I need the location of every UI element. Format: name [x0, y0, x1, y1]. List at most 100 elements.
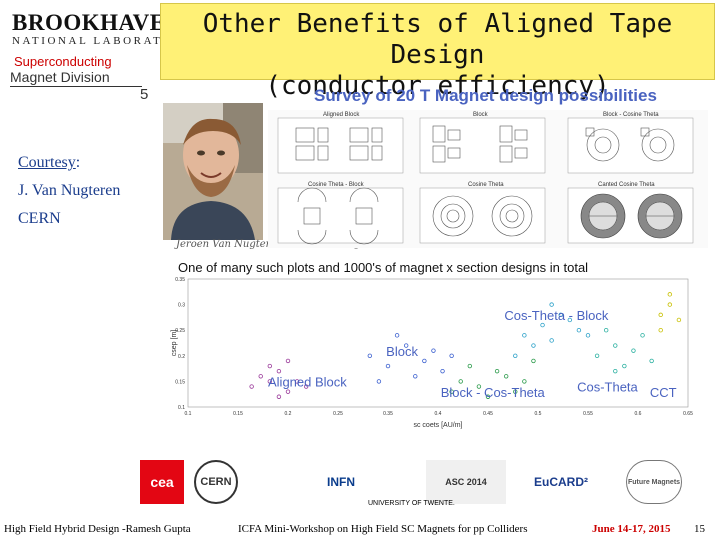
courtesy-name: J. Van Nugteren	[18, 182, 121, 199]
y-tick-label: 0.2	[178, 354, 185, 360]
y-tick-label: 0.15	[175, 379, 185, 385]
data-point	[513, 353, 518, 358]
annotation-label: Cos-Theta	[577, 380, 638, 395]
data-point	[594, 353, 600, 358]
annotation-label: Cos-Theta - Block	[504, 308, 609, 323]
data-point	[667, 292, 673, 297]
data-point	[449, 389, 454, 394]
panel-title-1: Aligned Block	[323, 112, 360, 118]
logo-asc: ASC 2014	[426, 460, 506, 504]
data-point	[585, 333, 591, 338]
data-point	[522, 379, 527, 384]
logo-twente: UNIVERSITY OF TWENTE.	[368, 500, 455, 507]
footer-author: High Field Hybrid Design -Ramesh Gupta	[4, 523, 191, 535]
footer-page-number: 15	[694, 523, 705, 535]
data-point	[485, 394, 491, 399]
logo-cea: cea	[140, 460, 184, 504]
data-point	[394, 333, 400, 338]
panel-title-5: Cosine Theta	[468, 182, 504, 188]
data-point	[376, 379, 382, 384]
panel-title-6: Canted Cosine Theta	[598, 182, 655, 188]
data-point	[549, 338, 554, 343]
data-point	[467, 363, 473, 369]
title-line-2: (conductor efficiency)	[265, 71, 610, 101]
x-axis-label: sc coets [AU/m]	[413, 422, 462, 429]
panel-title-2: Block	[473, 112, 489, 118]
slide-title: Other Benefits of Aligned Tape Design (c…	[160, 9, 715, 102]
y-tick-label: 0.1	[178, 405, 185, 411]
data-point	[658, 327, 663, 333]
data-point	[667, 302, 673, 307]
x-tick-label: 0.25	[333, 411, 343, 417]
data-point	[640, 333, 645, 338]
logo-infn: INFN	[327, 475, 355, 489]
data-point	[658, 312, 663, 318]
data-point	[622, 363, 627, 369]
sponsor-logos: cea CERN INFN ASC 2014 EuCARD² Future Ma…	[136, 460, 696, 510]
annotation-label: Block	[386, 344, 418, 359]
annotation-label: Aligned Block	[268, 375, 347, 390]
data-point	[303, 384, 309, 389]
data-point	[249, 384, 254, 389]
data-point	[403, 343, 409, 348]
annotation-label: Block - Cos-Theta	[441, 385, 546, 400]
data-point	[531, 358, 536, 364]
x-tick-label: 0.35	[383, 411, 393, 417]
x-tick-label: 0.55	[583, 411, 593, 417]
data-point	[422, 358, 427, 364]
data-point	[367, 353, 373, 358]
data-point	[258, 374, 263, 379]
data-point	[476, 384, 482, 389]
data-point	[603, 327, 609, 333]
data-point	[267, 379, 273, 384]
data-point	[676, 317, 682, 323]
courtesy-block: Courtesy: J. Van Nugteren CERN	[18, 149, 120, 233]
logo-cern: CERN	[194, 460, 238, 504]
title-line-1: Other Benefits of Aligned Tape Design	[202, 9, 673, 70]
x-tick-label: 0.45	[483, 411, 493, 417]
data-point	[285, 389, 291, 394]
courtesy-label: Courtesy	[18, 154, 76, 171]
logo-spacer	[506, 460, 512, 504]
data-point	[613, 343, 618, 348]
data-point	[631, 348, 636, 353]
survey-heading: Survey of 20 T Magnet design possibiliti…	[314, 86, 657, 105]
x-tick-label: 0.5	[535, 411, 542, 417]
courtesy-colon: :	[75, 154, 81, 171]
panel-title-4: Cosine Theta - Block	[308, 182, 365, 188]
y-axis-label: csep [m]	[171, 330, 178, 357]
division-line-1: Superconducting	[14, 54, 112, 69]
logo-eucard: EuCARD²	[534, 475, 588, 489]
data-point	[385, 363, 391, 369]
x-tick-label: 0.65	[683, 411, 693, 417]
data-point	[267, 363, 273, 369]
lab-logo-subtitle: NATIONAL LABORATORY	[12, 35, 193, 47]
title-background	[160, 3, 715, 80]
x-tick-label: 0.15	[233, 411, 243, 417]
data-point	[503, 374, 509, 379]
data-point	[276, 394, 282, 399]
data-point	[576, 327, 582, 333]
x-tick-label: 0.2	[285, 411, 292, 417]
footer-workshop: ICFA Mini-Workshop on High Field SC Magn…	[238, 523, 528, 535]
x-tick-label: 0.4	[435, 411, 442, 417]
data-point	[494, 368, 500, 374]
data-point	[567, 317, 573, 323]
panel-title-3: Block - Cosine Theta	[603, 112, 659, 118]
data-point	[276, 368, 282, 374]
x-tick-label: 0.6	[635, 411, 642, 417]
logo-future-magnets: Future Magnets	[626, 460, 682, 504]
chart-title: One of many such plots and 1000's of mag…	[178, 260, 588, 275]
footer-date: June 14-17, 2015	[592, 523, 671, 535]
data-point	[558, 312, 563, 318]
data-point	[285, 358, 291, 364]
data-point	[522, 333, 527, 338]
data-point	[449, 353, 454, 358]
annotation-label: CCT	[650, 385, 677, 400]
y-tick-label: 0.35	[175, 277, 185, 283]
data-point	[531, 343, 536, 348]
y-tick-label: 0.3	[178, 303, 185, 309]
data-point	[613, 368, 618, 374]
lab-logo-name: BROOKHAVEN	[12, 10, 183, 35]
data-point	[458, 379, 463, 384]
